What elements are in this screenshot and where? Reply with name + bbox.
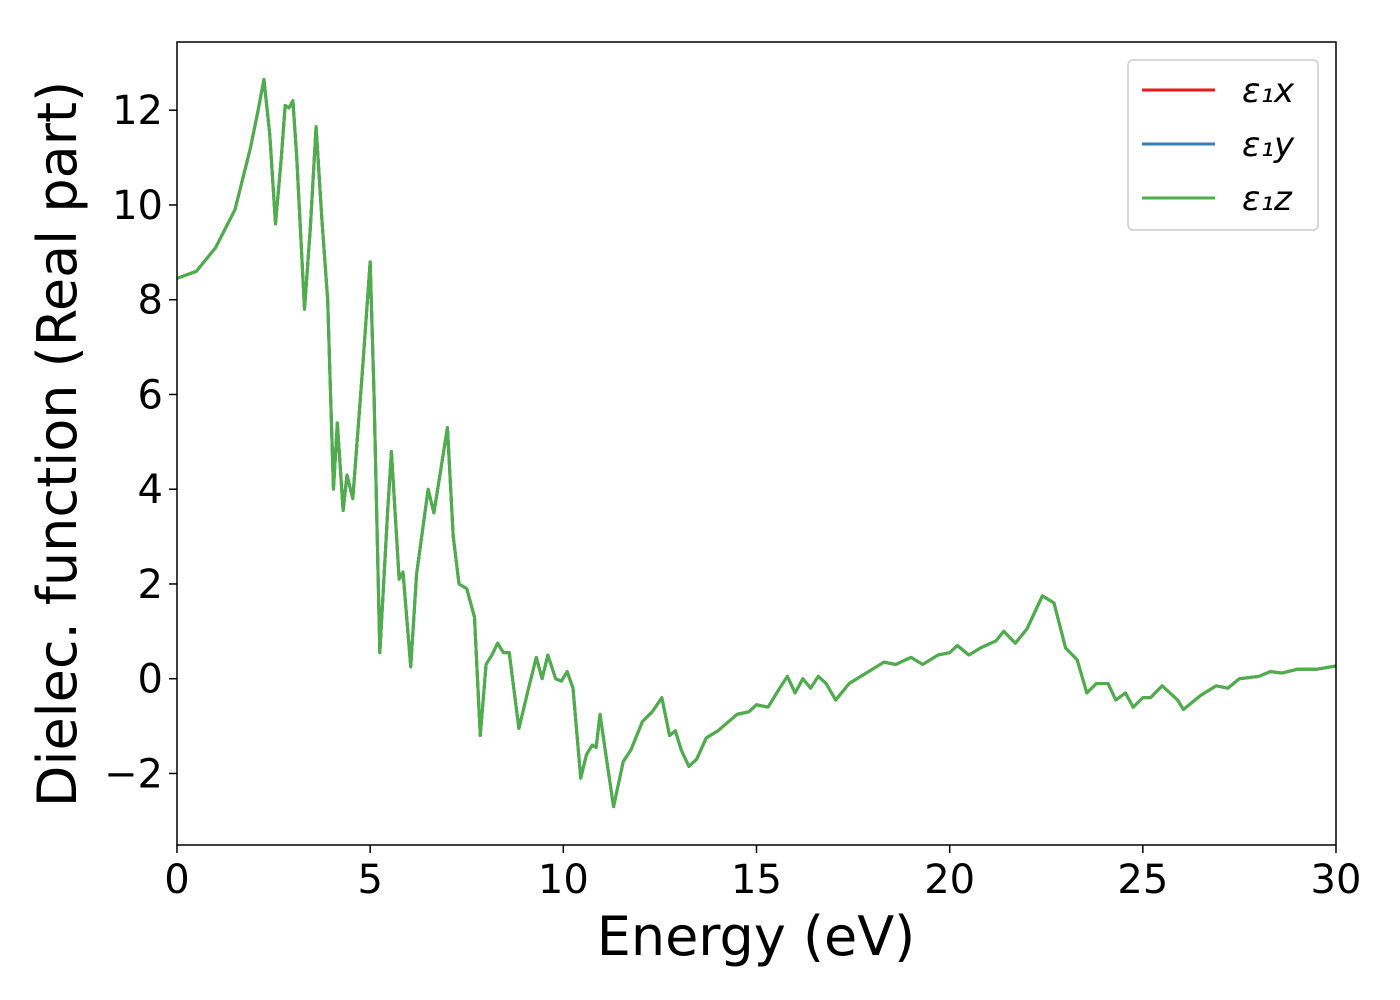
legend-box xyxy=(1127,59,1319,231)
x-tick-label: 0 xyxy=(164,857,189,903)
y-tick-label: 8 xyxy=(138,278,163,324)
y-tick-label: 0 xyxy=(138,657,163,703)
y-axis-label: Dielec. function (Real part) xyxy=(26,81,89,807)
x-tick-label: 15 xyxy=(731,857,782,903)
y-tick-label: 2 xyxy=(138,562,163,608)
x-tick-label: 20 xyxy=(924,857,975,903)
x-tick-label: 10 xyxy=(538,857,589,903)
y-tick-label: −2 xyxy=(104,751,163,797)
y-tick-label: 12 xyxy=(112,88,163,134)
x-tick-label: 5 xyxy=(357,857,382,903)
y-tick-label: 4 xyxy=(138,467,163,513)
x-tick-label: 30 xyxy=(1311,857,1362,903)
y-tick-label: 6 xyxy=(138,372,163,418)
legend-label: ε₁x xyxy=(1242,71,1295,111)
legend-label: ε₁z xyxy=(1242,179,1293,219)
series-line xyxy=(177,77,1336,809)
x-tick-label: 25 xyxy=(1117,857,1168,903)
y-tick-label: 10 xyxy=(112,183,163,229)
legend-label: ε₁y xyxy=(1242,125,1295,165)
x-axis-label: Energy (eV) xyxy=(597,905,916,968)
plot-frame xyxy=(176,41,1337,846)
